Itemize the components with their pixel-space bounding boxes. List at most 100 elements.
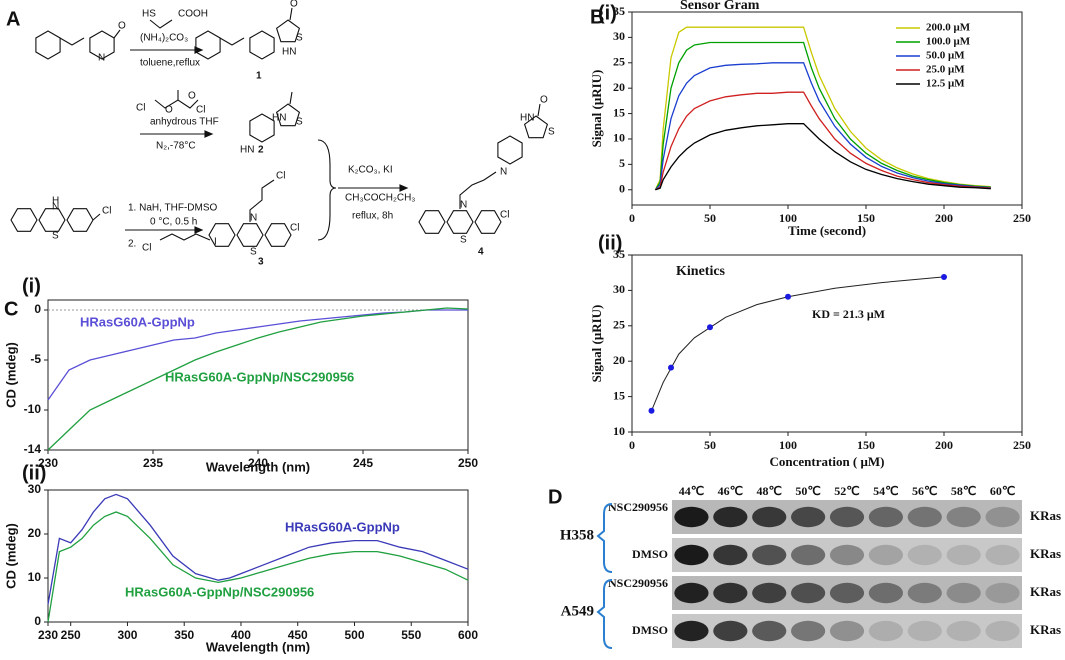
scheme-text: S [250, 247, 257, 258]
blot-band [713, 620, 748, 642]
panel-label: (ii) [598, 232, 622, 254]
scheme-text: Cl [102, 206, 111, 217]
blot-band [752, 544, 787, 566]
bond [113, 29, 121, 39]
row-label: NSC290956 [608, 576, 668, 590]
scheme-text: O [165, 105, 173, 116]
bond [537, 103, 541, 117]
series-label: HRasG60A-GppNp/NSC290956 [125, 584, 314, 599]
y-tick-label: 20 [613, 353, 625, 367]
x-tick-label: 230 [38, 456, 58, 470]
ring [523, 115, 549, 139]
legend-label: 25.0 μM [926, 64, 965, 76]
blot-band [868, 506, 904, 528]
scheme-text: Cl [136, 103, 145, 114]
x-tick-label: 400 [231, 628, 251, 642]
scheme-text: Cl [276, 171, 285, 182]
x-tick-label: 100 [779, 211, 797, 225]
blot-band [791, 544, 826, 566]
x-tick-label: 250 [1013, 211, 1031, 225]
temperature-label: 48℃ [756, 484, 781, 498]
blot-band [868, 544, 904, 566]
ring [446, 210, 474, 234]
scheme-text: (NH₄)₂CO₃ [140, 33, 188, 44]
y-tick-label: 30 [613, 282, 625, 296]
y-tick-label: 20 [613, 80, 625, 94]
x-tick-label: 230 [38, 628, 58, 642]
scheme-text: S [296, 117, 303, 128]
group-label: H358 [560, 527, 594, 543]
bond [59, 37, 85, 46]
chart-title: Kinetics [676, 264, 726, 279]
x-tick-label: 0 [629, 211, 635, 225]
data-point [707, 324, 713, 331]
y-tick-label: -10 [24, 402, 42, 416]
panel-letter: A [6, 8, 20, 30]
temperature-label: 44℃ [679, 484, 704, 498]
protein-label: KRas [1030, 508, 1061, 523]
y-tick-label: 25 [613, 55, 625, 69]
x-axis-label: Wavelength (nm) [206, 639, 310, 654]
row-label: DMSO [632, 623, 668, 637]
y-tick-label: 15 [613, 388, 625, 402]
chart-title: Sensor Gram [680, 0, 760, 13]
scheme-text: toluene,reflux [140, 58, 200, 69]
x-tick-label: 200 [935, 438, 953, 452]
plot-frame [47, 489, 469, 623]
y-tick-label: 20 [28, 526, 42, 540]
group-bracket [596, 503, 613, 573]
scheme-text: O [290, 0, 298, 10]
scheme-text: HS [142, 9, 156, 20]
bond [92, 213, 101, 221]
y-tick-label: 30 [613, 29, 625, 43]
blot-band [946, 544, 981, 566]
blot-band [829, 582, 865, 604]
y-tick-label: 35 [613, 4, 625, 18]
scheme-text: O [188, 91, 196, 102]
ring [249, 113, 275, 143]
data-point [668, 364, 674, 371]
panel-letter: C [4, 298, 18, 320]
x-tick-label: 550 [401, 628, 421, 642]
y-axis-label: Signal (μRIU) [589, 70, 604, 148]
blot-band [829, 620, 865, 642]
series-line [655, 123, 991, 191]
blot-band [713, 506, 748, 528]
ring [264, 223, 292, 247]
scheme-text: anhydrous THF [150, 117, 219, 128]
data-point [941, 273, 947, 280]
blot-band [985, 506, 1020, 528]
y-tick-label: 5 [619, 156, 625, 170]
series-label: HRasG60A-GppNp/NSC290956 [165, 369, 354, 384]
blot-band [752, 620, 787, 642]
x-tick-label: 350 [174, 628, 194, 642]
x-tick-label: 235 [143, 456, 163, 470]
bond [289, 91, 293, 105]
x-tick-label: 100 [779, 438, 797, 452]
blot-band [985, 620, 1020, 642]
scheme-arrows [125, 46, 409, 241]
ring [66, 208, 94, 232]
annotation: KD = 21.3 μM [812, 307, 885, 321]
blot-band [946, 620, 981, 642]
x-tick-label: 50 [704, 211, 716, 225]
x-axis-label: Concentration ( μM) [770, 454, 885, 469]
x-tick-label: 500 [344, 628, 364, 642]
y-axis-label: Signal (μRIU) [589, 305, 604, 383]
blot-band [907, 544, 942, 566]
series-label: HRasG60A-GppNp [285, 519, 400, 534]
blot-band [946, 506, 981, 528]
scheme-text: S [548, 127, 555, 138]
scheme-text: H [52, 196, 59, 207]
legend-label: 12.5 μM [926, 78, 965, 90]
scheme-text: O [540, 95, 548, 106]
bond [249, 179, 275, 222]
scheme-text: 1 [256, 71, 262, 82]
scheme-text: reflux, 8h [352, 211, 393, 222]
ring [10, 208, 38, 232]
legend-label: 100.0 μM [926, 36, 971, 48]
blot-band [907, 506, 942, 528]
x-tick-label: 600 [458, 628, 478, 642]
panel-letter: B [590, 6, 604, 28]
